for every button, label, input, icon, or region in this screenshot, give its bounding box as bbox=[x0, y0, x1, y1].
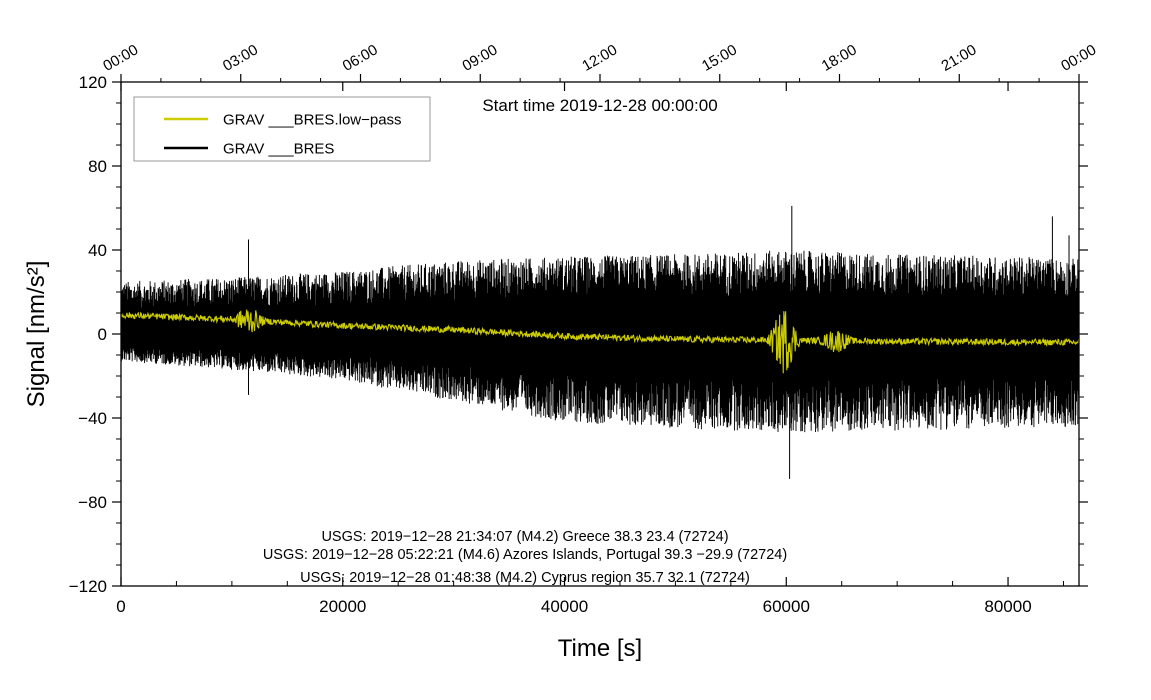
y-tick-label: −40 bbox=[78, 409, 107, 428]
lowpass-signal-series-line bbox=[121, 309, 1079, 374]
event-annotation-greece: USGS: 2019−12−28 21:34:07 (M4.2) Greece … bbox=[321, 529, 728, 545]
x-tick-label: 80000 bbox=[984, 597, 1031, 616]
x-axis-label: Time [s] bbox=[558, 635, 642, 662]
plot-area bbox=[121, 250, 1079, 433]
y-axis-label: Signal [nm/s²] bbox=[23, 261, 50, 408]
y-tick-label: 120 bbox=[79, 73, 107, 92]
y-tick-label: −80 bbox=[78, 493, 107, 512]
raw-signal-series-line bbox=[121, 250, 1079, 433]
x-tick-label: 40000 bbox=[541, 597, 588, 616]
legend-box bbox=[133, 96, 431, 162]
event-annotation-cyprus: USGS: 2019−12−28 01:48:38 (M4.2) Cyprus … bbox=[300, 570, 750, 586]
y-tick-label: 0 bbox=[98, 325, 107, 344]
event-annotation-azores: USGS: 2019−12−28 05:22:21 (M4.6) Azores … bbox=[263, 547, 787, 563]
x-tick-label: 60000 bbox=[763, 597, 810, 616]
legend-label-lowpass: GRAV ___BRES.low−pass bbox=[223, 112, 402, 129]
x-tick-label: 0 bbox=[116, 597, 125, 616]
y-tick-label: −120 bbox=[69, 577, 107, 596]
legend-label-raw: GRAV ___BRES bbox=[223, 141, 334, 158]
chart-title: Start time 2019-12-28 00:00:00 bbox=[482, 96, 717, 115]
y-tick-label: 80 bbox=[88, 157, 107, 176]
legend: GRAV ___BRES.low−pass GRAV ___BRES bbox=[133, 96, 431, 162]
x-tick-label: 20000 bbox=[319, 597, 366, 616]
peak-markers bbox=[248, 205, 1070, 479]
plot-frame bbox=[120, 81, 1080, 587]
y-tick-label: 40 bbox=[88, 241, 107, 260]
